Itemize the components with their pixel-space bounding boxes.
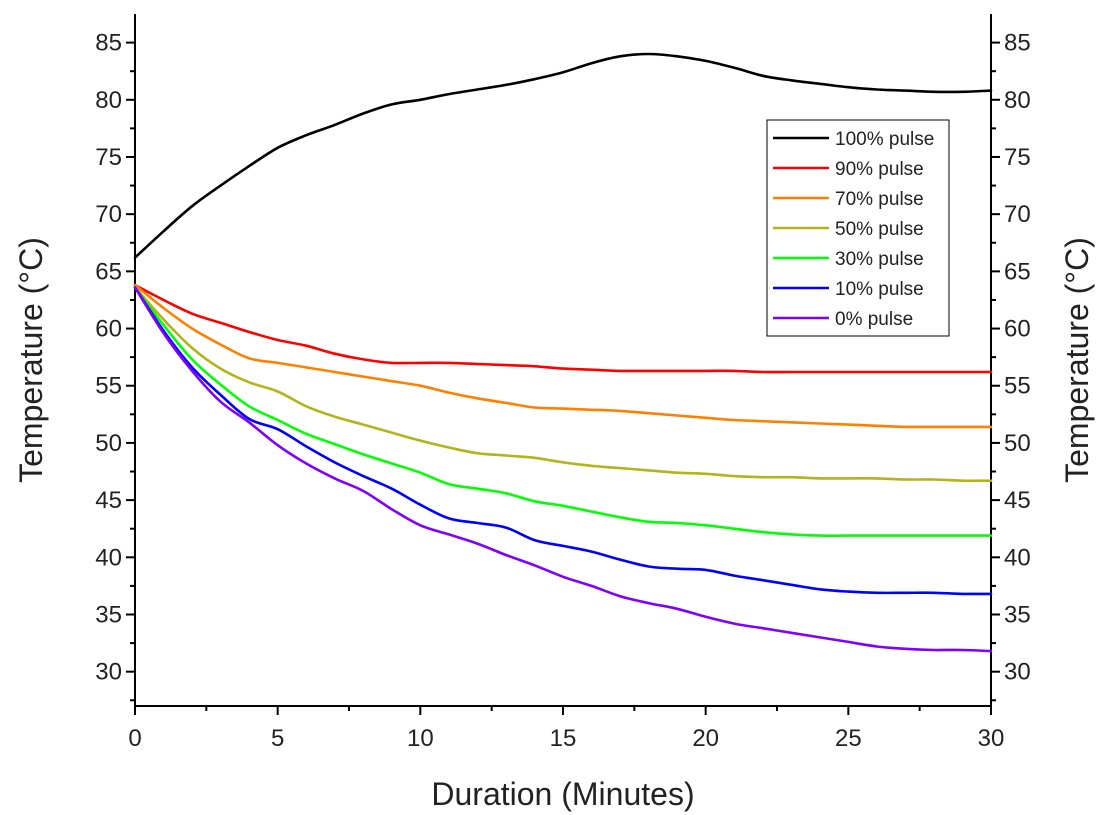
legend-label: 50% pulse [835,219,924,240]
y-tick-label-right: 45 [1004,487,1031,514]
x-tick-label: 15 [550,725,577,752]
series-line-3 [133,283,993,429]
legend-label: 90% pulse [835,159,924,180]
legend-label: 70% pulse [835,189,924,210]
y-tick-label-left: 80 [95,87,122,114]
y-tick-label-left: 35 [95,601,122,628]
y-tick-label-right: 80 [1004,87,1031,114]
tick-labels: 0 5 10 15 20 25 30 30 30 35 35 40 40 45 45 50 50 55 55 60 60… [95,30,1030,752]
x-axis-title: Duration (Minutes) [431,776,694,812]
legend-label: 10% pulse [835,279,924,300]
series-line-2 [133,283,993,374]
tick-marks [126,41,1000,715]
y-tick-label-right: 70 [1004,201,1031,228]
series-line-5 [133,286,993,537]
y-tick-label-right: 35 [1004,601,1031,628]
y-tick-label-right: 55 [1004,373,1031,400]
x-tick-label: 5 [271,725,284,752]
y-tick-label-left: 60 [95,316,122,343]
y-tick-label-right: 30 [1004,659,1031,686]
y-axis-title-right: Temperature (°C) [1059,237,1095,483]
y-tick-label-right: 40 [1004,544,1031,571]
y-axis-title-left: Temperature (°C) [13,237,49,483]
y-tick-label-left: 65 [95,258,122,285]
x-tick-label: 20 [692,725,719,752]
x-tick-label: 0 [128,725,141,752]
legend-label: 0% pulse [835,309,913,330]
y-tick-label-left: 40 [95,544,122,571]
y-tick-label-right: 85 [1004,30,1031,57]
series-line-7 [133,286,993,653]
x-tick-label: 25 [835,725,862,752]
series-line-4 [133,286,993,483]
y-tick-label-right: 65 [1004,258,1031,285]
series-line-6 [133,286,993,596]
series-line-1 [133,52,993,259]
legend-label: 30% pulse [835,249,924,270]
x-tick-label: 30 [978,725,1005,752]
y-tick-label-left: 55 [95,373,122,400]
y-tick-label-left: 75 [95,144,122,171]
y-tick-label-left: 70 [95,201,122,228]
x-tick-label: 10 [407,725,434,752]
y-tick-label-left: 50 [95,430,122,457]
legend-label: 100% pulse [835,129,934,150]
y-tick-label-right: 75 [1004,144,1031,171]
series-lines [133,52,993,653]
y-tick-label-left: 45 [95,487,122,514]
y-tick-label-right: 60 [1004,316,1031,343]
y-tick-label-right: 50 [1004,430,1031,457]
legend: 100% pulse 90% pulse 70% pulse 50% pulse 30%… [766,119,950,337]
y-tick-label-left: 85 [95,30,122,57]
y-tick-label-left: 30 [95,659,122,686]
